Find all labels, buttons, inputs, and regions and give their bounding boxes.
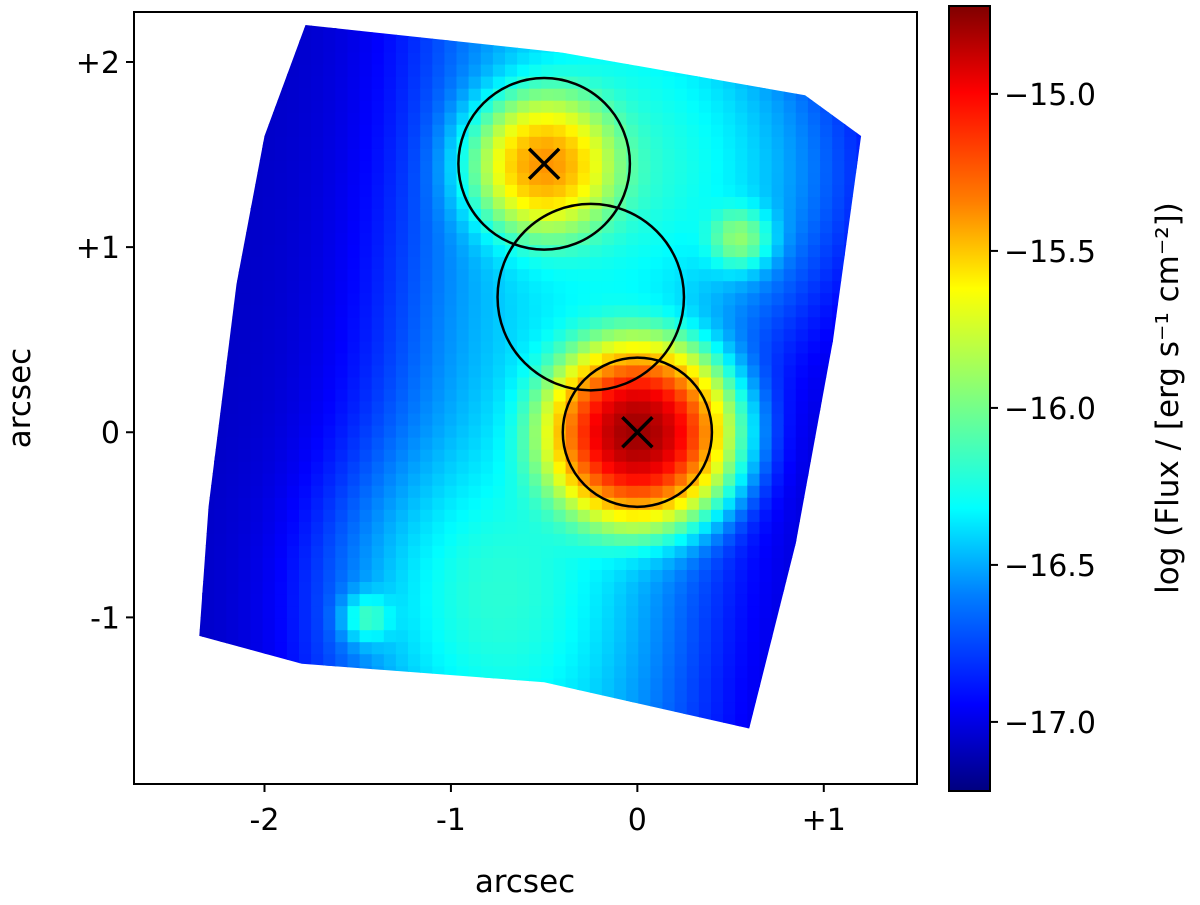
colorbar: −15.0 −15.5 −16.0 −16.5 −17.0 log (Flux / [e… (948, 5, 1186, 792)
colorbar-tick-label: −16.5 (1004, 549, 1096, 584)
x-axis-label: arcsec (475, 864, 575, 900)
x-tick-label: -2 (250, 803, 280, 838)
y-tick-label: 0 (101, 416, 120, 451)
peak-marker-2 (621, 416, 654, 449)
aperture-circle-2 (496, 202, 686, 392)
colorbar-tick-label: −17.0 (1004, 706, 1096, 741)
colorbar-ticks: −15.0 −15.5 −16.0 −16.5 −17.0 (990, 78, 1096, 741)
plot-frame (133, 11, 918, 785)
x-axis: -2 -1 0 +1 (250, 784, 846, 838)
y-tick-label: +1 (76, 231, 120, 266)
x-tick-label: 0 (628, 803, 647, 838)
colorbar-gradient (949, 6, 990, 791)
y-axis-label: arcsec (2, 348, 38, 448)
y-tick-label: -1 (90, 601, 120, 636)
aperture-circle-3 (561, 356, 714, 509)
flux-map-plot: -2 -1 0 +1 +2 +1 0 -1 arcsec arcsec (2, 11, 918, 900)
colorbar-tick-label: −15.5 (1004, 235, 1096, 270)
peak-markers (527, 147, 654, 449)
colorbar-tick-label: −15.0 (1004, 78, 1096, 113)
colorbar-tick-label: −16.0 (1004, 392, 1096, 427)
aperture-circles (457, 76, 714, 509)
y-axis: +2 +1 0 -1 (76, 46, 134, 636)
x-tick-label: +1 (802, 803, 846, 838)
aperture-circle-1 (457, 76, 632, 251)
x-tick-label: -1 (436, 803, 466, 838)
y-tick-label: +2 (76, 46, 120, 81)
peak-marker-1 (527, 147, 561, 181)
colorbar-label: log (Flux / [erg s⁻¹ cm⁻²]) (1150, 202, 1186, 594)
colorbar-frame (948, 5, 991, 792)
